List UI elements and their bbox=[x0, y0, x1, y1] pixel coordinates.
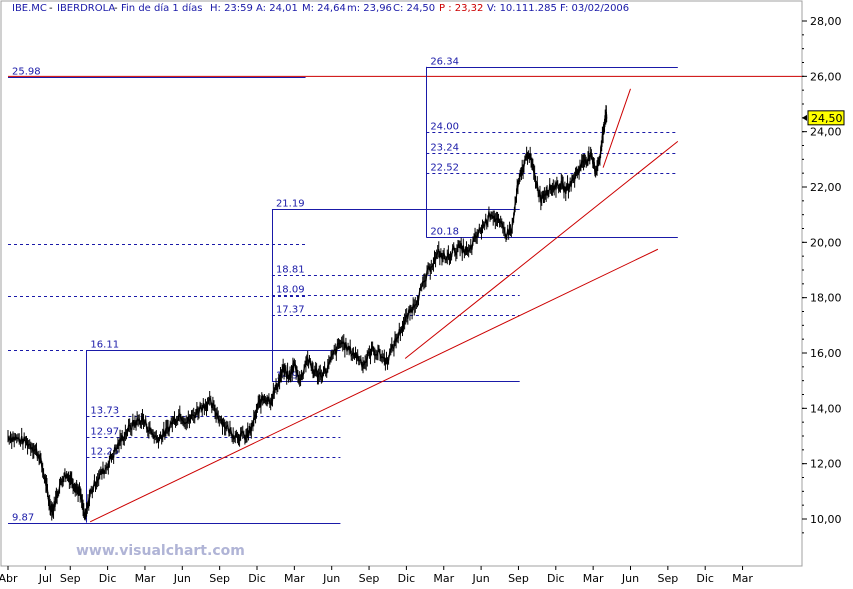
x-tick-label: Jun bbox=[472, 572, 490, 584]
y-tick-label: 28,00 bbox=[810, 15, 842, 28]
trend-lines bbox=[89, 88, 679, 523]
y-tick-label: 12,00 bbox=[810, 458, 842, 471]
header-date: F: 03/02/2006 bbox=[560, 3, 629, 14]
x-tick-label: Sep bbox=[359, 572, 380, 584]
x-tick-label: Mar bbox=[284, 572, 305, 584]
header-name: IBERDROLA bbox=[57, 3, 115, 14]
header-low: m: 23,96 bbox=[347, 3, 392, 14]
y-tick-label: 22,00 bbox=[810, 181, 842, 194]
y-tick-label: 24,00 bbox=[810, 126, 842, 139]
trend-line bbox=[89, 248, 659, 523]
x-tick-label: Sep bbox=[657, 572, 678, 584]
level-label: 26.34 bbox=[430, 57, 459, 68]
last-price-label: 24,50 bbox=[811, 112, 843, 125]
svg-text:-: - bbox=[114, 3, 118, 14]
level-label: 18.09 bbox=[276, 285, 305, 296]
x-tick-label: Sep bbox=[508, 572, 529, 584]
level-label: 24.00 bbox=[430, 122, 459, 133]
level-label: 18.81 bbox=[276, 265, 305, 276]
header-volume: V: 10.111.285 bbox=[487, 3, 557, 14]
price-line bbox=[7, 111, 608, 519]
level-label: 23.24 bbox=[430, 143, 459, 154]
x-tick-label: Dic bbox=[99, 572, 117, 584]
header-symbol: IBE.MC bbox=[12, 3, 47, 14]
level-label: 12.97 bbox=[90, 427, 119, 438]
watermark-text: www.visualchart.com bbox=[76, 543, 245, 559]
y-tick-label: 16,00 bbox=[810, 347, 842, 360]
last-price-box bbox=[807, 110, 845, 126]
level-label: 21.19 bbox=[276, 199, 305, 210]
level-label: 25.98 bbox=[12, 67, 41, 78]
level-label: 12.25 bbox=[90, 447, 119, 458]
level-label: 13.73 bbox=[90, 406, 119, 417]
y-tick-label: 20,00 bbox=[810, 236, 842, 249]
x-tick-label: Mar bbox=[433, 572, 454, 584]
chart-header: IBE.MC - IBERDROLA - Fin de día 1 días H… bbox=[12, 2, 629, 14]
y-axis: 10,00 12,00 14,00 16,00 18,00 20,00 22,00 24,00… bbox=[802, 15, 842, 534]
header-period: Fin de día 1 días bbox=[121, 2, 202, 14]
x-tick-label: Mar bbox=[135, 572, 156, 584]
svg-text:-: - bbox=[49, 3, 53, 14]
level-label: 9.87 bbox=[12, 513, 34, 524]
x-tick-label: Sep bbox=[209, 572, 230, 584]
header-close: C: 24,50 bbox=[393, 3, 435, 14]
x-tick-label: Abr bbox=[0, 572, 18, 584]
x-tick-label: Jun bbox=[322, 572, 340, 584]
last-price-marker: 24,50 bbox=[802, 110, 845, 126]
level-label: 20.18 bbox=[430, 227, 459, 238]
x-tick-label: Dic bbox=[696, 572, 714, 584]
x-tick-label: Mar bbox=[583, 572, 604, 584]
header-high: M: 24,64 bbox=[302, 3, 346, 14]
x-tick-label: Sep bbox=[60, 572, 81, 584]
trend-line bbox=[602, 88, 631, 168]
header-open: A: 24,01 bbox=[256, 3, 298, 14]
x-axis: Abr Jul Sep Dic Mar Jun Sep Dic Mar Jun Sep Dic Mar J… bbox=[0, 566, 753, 585]
x-tick-label: Dic bbox=[547, 572, 565, 584]
last-price-arrow bbox=[802, 114, 807, 121]
level-label: 17.37 bbox=[276, 305, 305, 316]
x-tick-label: Jun bbox=[621, 572, 639, 584]
y-tick-label: 14,00 bbox=[810, 402, 842, 415]
x-tick-label: Dic bbox=[248, 572, 266, 584]
y-tick-label: 26,00 bbox=[810, 70, 842, 83]
x-tick-label: Jul bbox=[38, 572, 52, 584]
price-series bbox=[7, 105, 608, 521]
level-label: 16.11 bbox=[90, 340, 119, 351]
header-time: H: 23:59 bbox=[210, 3, 253, 14]
y-tick-label: 18,00 bbox=[810, 292, 842, 305]
trend-line bbox=[404, 140, 679, 359]
x-tick-label: Dic bbox=[398, 572, 416, 584]
header-prev: P : 23,32 bbox=[439, 3, 483, 14]
y-tick-label: 10,00 bbox=[810, 513, 842, 526]
level-label: 22.52 bbox=[430, 163, 459, 174]
x-tick-label: Mar bbox=[732, 572, 753, 584]
x-tick-label: Jun bbox=[173, 572, 191, 584]
